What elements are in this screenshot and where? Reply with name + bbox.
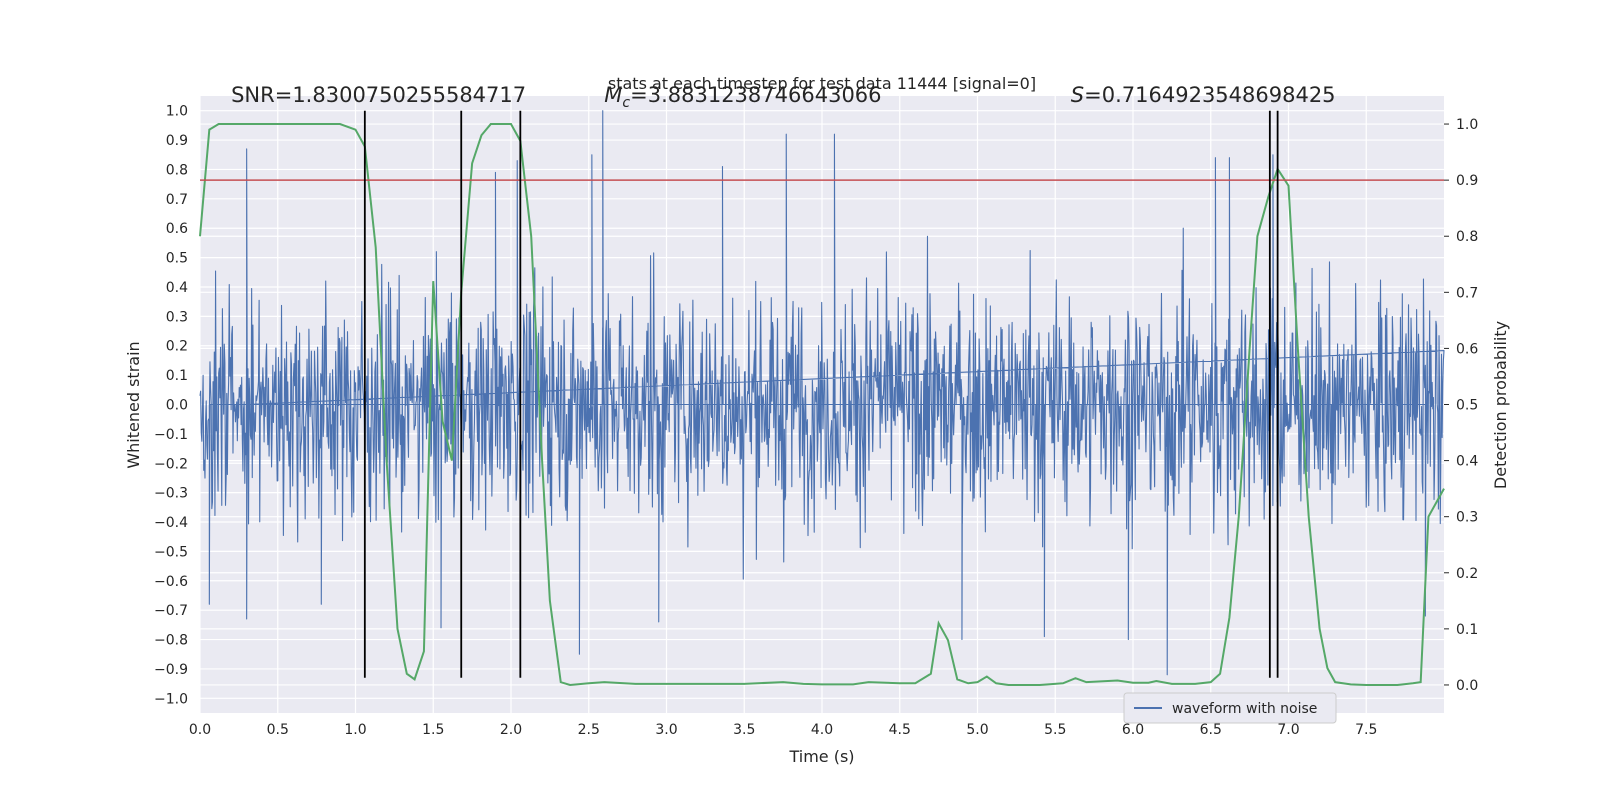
x-tick-label: 7.0 [1277, 722, 1299, 738]
x-tick-label: 5.5 [1044, 722, 1066, 738]
y-tick-label: −0.8 [154, 633, 188, 649]
x-tick-label: 3.0 [655, 722, 677, 738]
x-tick-label: 2.0 [500, 722, 522, 738]
y2-axis-label: Detection probability [1491, 321, 1510, 489]
y2-tick-label: 0.1 [1456, 622, 1478, 638]
y2-tick-label: 1.0 [1456, 117, 1478, 133]
y2-tick-label: 0.6 [1456, 341, 1478, 357]
y-tick-label: 0.6 [166, 221, 188, 237]
y-tick-label: 0.2 [166, 339, 188, 355]
annotations-layer: SNR=1.8300750255584717 Mc=3.8831238746643… [231, 83, 1335, 111]
y-tick-label: 0.4 [166, 280, 188, 296]
x-tick-label: 5.0 [966, 722, 988, 738]
x-tick-label: 4.0 [811, 722, 833, 738]
y2-tick-label: 0.0 [1456, 678, 1478, 694]
x-axis-label: Time (s) [788, 747, 854, 766]
y2-tick-label: 0.3 [1456, 510, 1478, 526]
annotation-snr: SNR=1.8300750255584717 [231, 83, 526, 107]
y-tick-label: −0.1 [154, 427, 188, 443]
x-tick-label: 2.5 [578, 722, 600, 738]
y-tick-label: 0.1 [166, 368, 188, 384]
x-tick-label: 6.0 [1122, 722, 1144, 738]
y2-tick-label: 0.7 [1456, 285, 1478, 301]
y2-tick-label: 0.8 [1456, 229, 1478, 245]
y2-tick-label: 0.5 [1456, 398, 1478, 414]
legend: waveform with noise [1123, 692, 1337, 724]
x-tick-label: 0.5 [267, 722, 289, 738]
y-tick-label: −1.0 [154, 691, 188, 707]
y-tick-label: 1.0 [166, 104, 188, 120]
y-tick-label: 0.8 [166, 162, 188, 178]
y-tick-label: 0.7 [166, 192, 188, 208]
axes-layer: 0.0 0.5 1.0 1.5 2.0 2.5 3.0 3.5 4.0 4.5 5.0 5.5 6.0 6… [154, 104, 1478, 738]
y2-tick-label: 0.2 [1456, 566, 1478, 582]
x-tick-label: 4.5 [889, 722, 911, 738]
y-tick-label: 0.9 [166, 133, 188, 149]
y-tick-label: −0.6 [154, 574, 188, 590]
x-tick-label: 6.5 [1200, 722, 1222, 738]
annotation-mc: Mc=3.8831238746643066 [604, 83, 881, 111]
x-tick-label: 7.5 [1355, 722, 1377, 738]
x-tick-label: 0.0 [189, 722, 211, 738]
series-layer [199, 110, 1445, 686]
y-tick-label: −0.9 [154, 662, 188, 678]
y-tick-label: −0.4 [154, 515, 188, 531]
y-tick-label: 0.5 [166, 251, 188, 267]
annotation-s: S=0.7164923548698425 [1071, 83, 1336, 107]
legend-label: waveform with noise [1172, 701, 1317, 717]
y-tick-label: −0.2 [154, 456, 188, 472]
chart-title: stats at each timestep for test data 114… [608, 74, 1036, 93]
x-tick-label: 1.0 [344, 722, 366, 738]
y-tick-label: 0.0 [166, 398, 188, 414]
y-tick-label: 0.3 [166, 309, 188, 325]
x-tick-label: 1.5 [422, 722, 444, 738]
y-tick-label: −0.5 [154, 544, 188, 560]
detection-probability-line [199, 123, 1445, 686]
y-tick-label: −0.7 [154, 603, 188, 619]
y2-tick-label: 0.9 [1456, 173, 1478, 189]
x-tick-label: 3.5 [733, 722, 755, 738]
y-axis-label: Whitened strain [124, 341, 143, 468]
waveform-series [199, 110, 1445, 676]
legend-box [1123, 692, 1337, 724]
y2-tick-label: 0.4 [1456, 454, 1478, 470]
y-tick-label: −0.3 [154, 486, 188, 502]
markers-layer [200, 110, 1444, 678]
